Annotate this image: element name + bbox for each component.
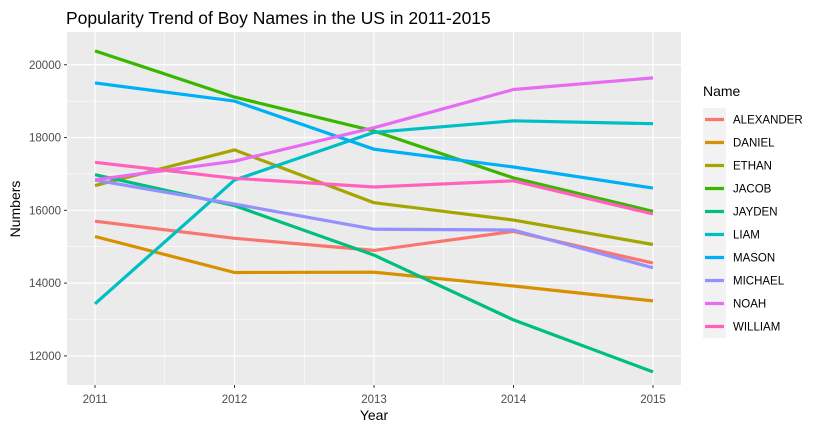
y-tick-label: 12000 (29, 351, 61, 363)
legend-label-alexander: ALEXANDER (733, 115, 803, 127)
series-lines (93, 49, 654, 374)
x-tick-label: 2014 (501, 394, 527, 406)
legend-title: Name (703, 83, 741, 99)
series-line-ethan (94, 148, 654, 247)
x-tick-label: 2012 (222, 394, 248, 406)
grid-lines (67, 32, 681, 385)
series-line-mason (94, 81, 654, 190)
legend-label-liam: LIAM (733, 230, 760, 242)
chart-title: Popularity Trend of Boy Names in the US … (66, 8, 491, 28)
x-tick-label: 2015 (640, 394, 666, 406)
legend-label-noah: NOAH (733, 299, 766, 311)
series-line-noah (94, 76, 654, 182)
axis-ticks: 12000 14000 16000 18000 20000 2011 2012 2013 201… (29, 60, 666, 406)
legend-label-william: WILLIAM (733, 322, 780, 334)
series-line-william (94, 160, 654, 216)
y-tick-label: 20000 (29, 60, 61, 72)
y-tick-label: 18000 (29, 133, 61, 145)
x-tick-label: 2011 (83, 394, 108, 406)
legend-label-ethan: ETHAN (733, 161, 772, 173)
x-tick-label: 2013 (361, 394, 387, 406)
series-line-daniel (94, 234, 654, 303)
y-tick-label: 16000 (29, 205, 61, 217)
legend-label-jayden: JAYDEN (733, 207, 778, 219)
legend-label-mason: MASON (733, 253, 775, 265)
series-line-liam (93, 119, 654, 305)
legend-label-jacob: JACOB (733, 184, 772, 196)
y-axis-title: Numbers (7, 181, 23, 238)
y-tick-label: 14000 (29, 278, 61, 290)
series-line-michael (94, 178, 654, 270)
x-axis-title: Year (360, 407, 389, 423)
legend-label-daniel: DANIEL (733, 138, 775, 150)
legend: ALEXANDER DANIEL ETHAN JACOB JAYDEN LIAM MASON… (703, 108, 803, 338)
legend-label-michael: MICHAEL (733, 276, 785, 288)
